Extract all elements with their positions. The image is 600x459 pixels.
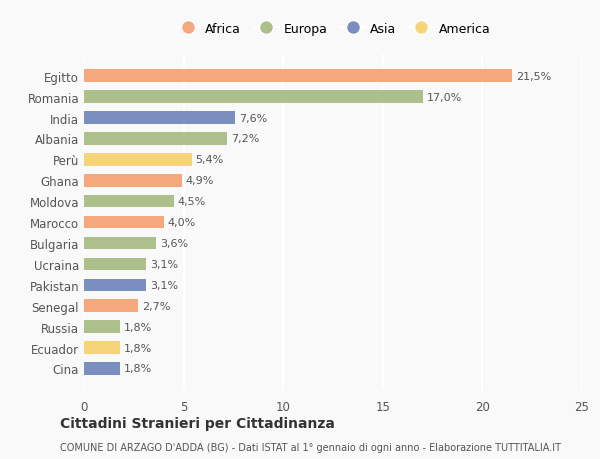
- Bar: [84, 112, 235, 124]
- Text: 7,2%: 7,2%: [232, 134, 260, 144]
- Text: Cittadini Stranieri per Cittadinanza: Cittadini Stranieri per Cittadinanza: [60, 416, 335, 430]
- Text: 1,8%: 1,8%: [124, 343, 152, 353]
- Legend: Africa, Europa, Asia, America: Africa, Europa, Asia, America: [170, 18, 496, 41]
- Text: 1,8%: 1,8%: [124, 364, 152, 374]
- Text: 1,8%: 1,8%: [124, 322, 152, 332]
- Text: 7,6%: 7,6%: [239, 113, 268, 123]
- Text: 4,5%: 4,5%: [178, 197, 206, 207]
- Text: 21,5%: 21,5%: [516, 72, 551, 82]
- Text: COMUNE DI ARZAGO D'ADDA (BG) - Dati ISTAT al 1° gennaio di ogni anno - Elaborazi: COMUNE DI ARZAGO D'ADDA (BG) - Dati ISTA…: [60, 442, 561, 452]
- Bar: [84, 363, 120, 375]
- Bar: [84, 216, 164, 229]
- Text: 4,9%: 4,9%: [185, 176, 214, 186]
- Text: 3,1%: 3,1%: [150, 280, 178, 290]
- Bar: [84, 321, 120, 333]
- Text: 3,1%: 3,1%: [150, 259, 178, 269]
- Text: 3,6%: 3,6%: [160, 239, 188, 248]
- Bar: [84, 258, 146, 271]
- Bar: [84, 279, 146, 291]
- Bar: [84, 174, 182, 187]
- Text: 5,4%: 5,4%: [196, 155, 224, 165]
- Bar: [84, 70, 512, 83]
- Text: 4,0%: 4,0%: [167, 218, 196, 228]
- Text: 2,7%: 2,7%: [142, 301, 170, 311]
- Bar: [84, 237, 156, 250]
- Bar: [84, 196, 173, 208]
- Text: 17,0%: 17,0%: [427, 92, 462, 102]
- Bar: [84, 300, 138, 312]
- Bar: [84, 341, 120, 354]
- Bar: [84, 154, 191, 166]
- Bar: [84, 133, 227, 146]
- Bar: [84, 91, 422, 104]
